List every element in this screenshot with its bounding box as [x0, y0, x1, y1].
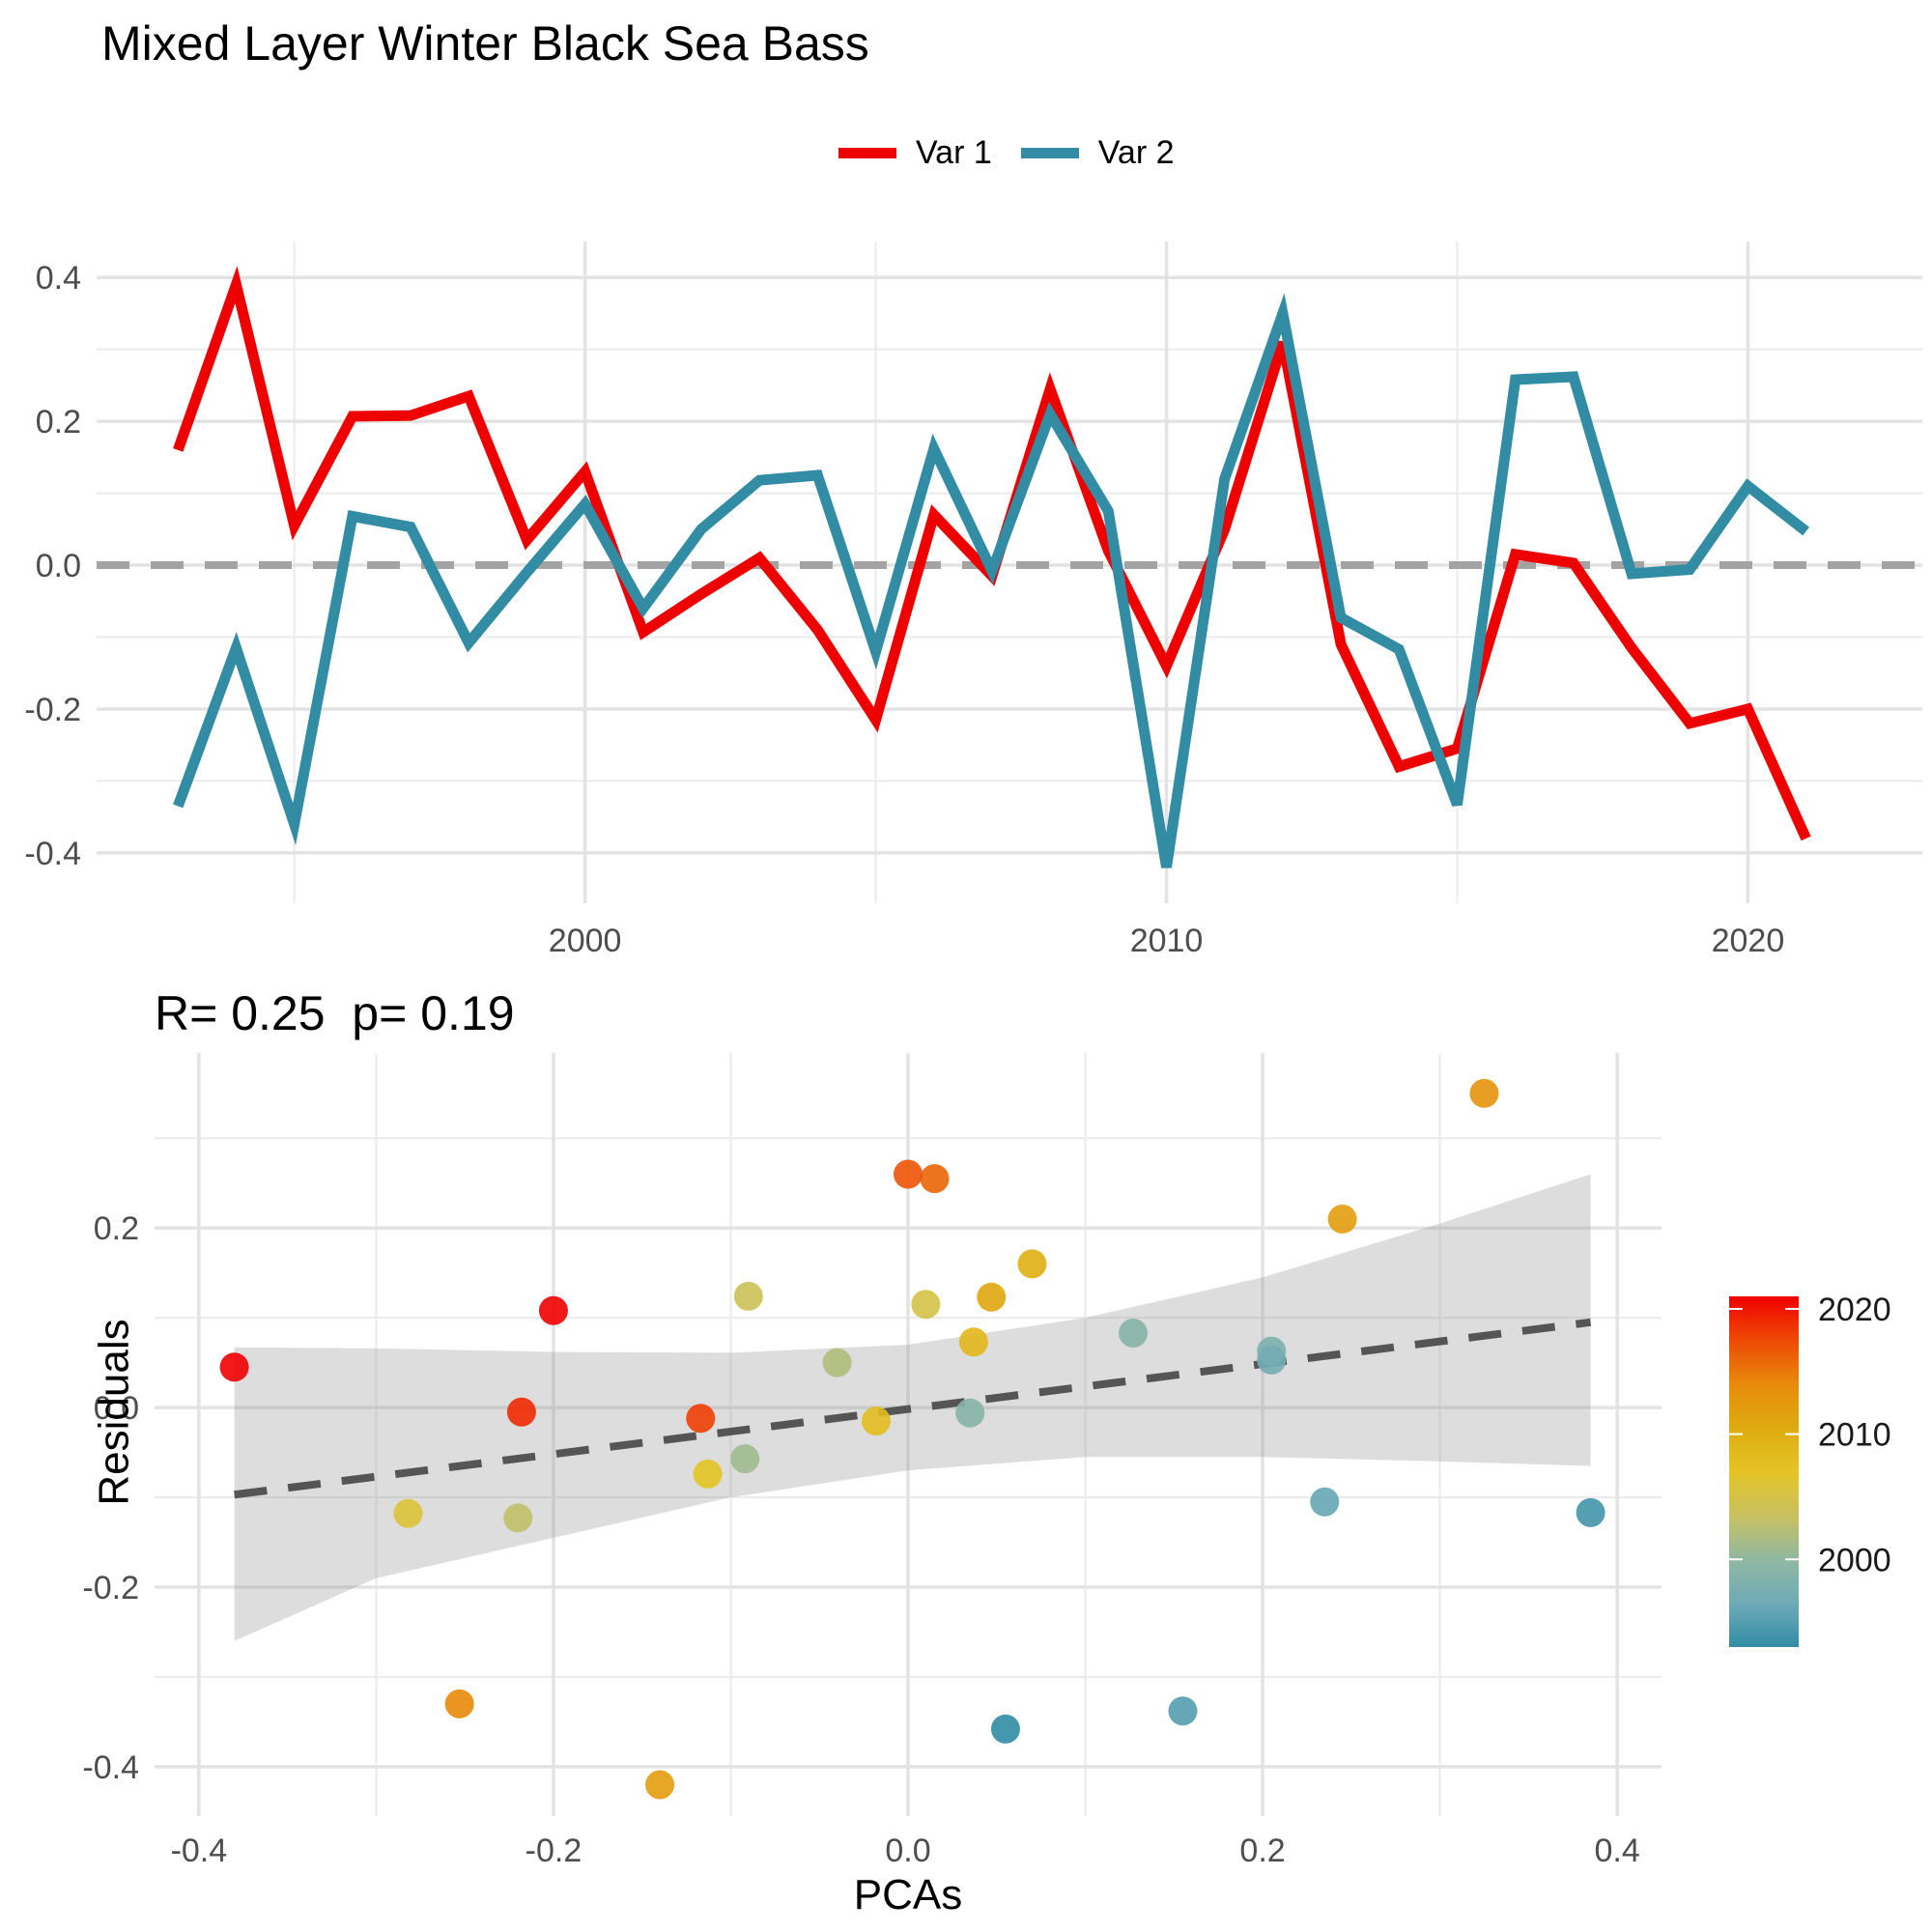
colorbar-tick-label: 2010 — [1818, 1417, 1891, 1454]
x-tick-label: 2020 — [1712, 923, 1785, 959]
y-tick-label: 0.2 — [94, 1210, 139, 1247]
colorbar-tick-label: 2000 — [1818, 1542, 1891, 1578]
scatter-point — [1310, 1487, 1340, 1517]
x-tick-label: -0.4 — [171, 1833, 228, 1869]
scatter-point — [822, 1348, 852, 1378]
scatter-point — [1576, 1497, 1605, 1527]
x-tick-label: 0.0 — [885, 1833, 930, 1869]
scatter-point — [444, 1689, 474, 1719]
scatter-point — [1469, 1078, 1499, 1108]
scatter-point — [990, 1714, 1020, 1744]
x-axis-title: PCAs — [853, 1871, 963, 1918]
scatter-point — [219, 1352, 249, 1382]
x-tick-label: -0.2 — [526, 1833, 582, 1869]
scatter-point — [861, 1406, 891, 1436]
y-tick-label: -0.4 — [82, 1749, 139, 1786]
scatter-point — [977, 1282, 1007, 1312]
scatter-point — [1257, 1345, 1287, 1375]
legend-item-var2: Var 2 — [1020, 133, 1175, 172]
y-tick-label: 0.4 — [36, 260, 81, 297]
scatter-point — [1168, 1696, 1198, 1726]
scatter-point — [911, 1290, 941, 1320]
scatter-point — [955, 1398, 985, 1428]
scatter-point — [1327, 1204, 1357, 1234]
chart-title: Mixed Layer Winter Black Sea Bass — [101, 16, 869, 71]
scatter-point — [393, 1498, 423, 1528]
legend-swatch-var2 — [1020, 147, 1079, 158]
legend-label-var2: Var 2 — [1097, 133, 1175, 171]
colorbar-tick-label: 2020 — [1818, 1292, 1891, 1328]
x-tick-label: 2010 — [1130, 923, 1204, 959]
scatter-point — [506, 1397, 536, 1427]
scatter-point — [686, 1404, 716, 1434]
x-tick-label: 2000 — [549, 923, 622, 959]
y-tick-label: 0.0 — [94, 1390, 139, 1427]
series-line-var2 — [173, 293, 1809, 868]
y-tick-label: 0.2 — [36, 404, 81, 440]
trend-line — [234, 1318, 1592, 1499]
timeseries-chart: -0.4 -0.2 0.0 0.2 0.4 2000 2010 2020 — [24, 242, 1922, 959]
y-tick-label: -0.2 — [24, 692, 81, 728]
x-tick-label: 0.4 — [1594, 1833, 1639, 1869]
scatter-title: R= 0.25 p= 0.19 — [155, 986, 515, 1040]
legend-swatch-var1 — [838, 147, 896, 158]
legend-item-var1: Var 1 — [838, 134, 992, 172]
scatter-point — [920, 1164, 950, 1194]
scatter-point — [730, 1444, 760, 1474]
scatter-point — [958, 1327, 988, 1357]
scatter-point — [693, 1459, 723, 1489]
scatter-point — [733, 1281, 763, 1311]
scatter-point — [1119, 1318, 1149, 1348]
legend: Var 1 Var 2 — [838, 133, 1204, 172]
scatter-point — [538, 1295, 568, 1325]
scatter-point — [503, 1503, 533, 1533]
x-tick-label: 0.2 — [1239, 1833, 1285, 1869]
scatter-point — [1017, 1249, 1047, 1279]
confidence-band — [234, 1174, 1591, 1641]
colorbar — [1729, 1296, 1799, 1647]
scatter-point — [894, 1159, 923, 1189]
scatter-point — [645, 1770, 675, 1800]
legend-label-var1: Var 1 — [916, 133, 992, 171]
y-tick-label: -0.2 — [82, 1570, 139, 1606]
y-tick-label: -0.4 — [24, 836, 81, 872]
y-tick-label: 0.0 — [36, 548, 81, 584]
y-axis-title: Residuals — [90, 1319, 138, 1506]
